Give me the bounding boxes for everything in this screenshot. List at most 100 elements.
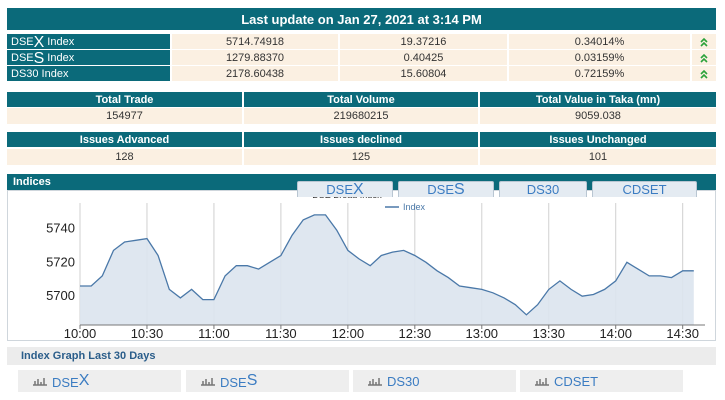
- table-value-cell: 9059.038: [480, 108, 716, 124]
- y-tick-label: 5700: [46, 288, 75, 303]
- chart-icon: [201, 378, 215, 386]
- name-base: DSE: [427, 182, 455, 197]
- history-button-label: DS30: [387, 374, 420, 389]
- index-value: 15.60804: [400, 67, 447, 80]
- index-tab[interactable]: DS30: [499, 181, 587, 197]
- history-button-label: DSE X: [52, 372, 89, 390]
- index-value: 0.40425: [403, 51, 444, 64]
- history-button[interactable]: DSE S: [186, 370, 349, 392]
- index-value: 0.03159%: [574, 51, 625, 64]
- index-value: 2178.60438: [225, 67, 285, 80]
- x-tick-label: 11:30: [265, 326, 297, 341]
- name-suffix: Index: [47, 52, 75, 64]
- table-value: 9059.038: [575, 110, 621, 122]
- history-bar: Index Graph Last 30 Days: [7, 347, 716, 365]
- update-bar: Last update on Jan 27, 2021 at 3:14 PM: [7, 8, 716, 30]
- name-base: DSE: [11, 36, 34, 48]
- table-value: 101: [588, 151, 608, 163]
- index-value-cell: 0.03159%: [509, 50, 690, 65]
- table-header-cell: Total Value in Taka (mn): [480, 92, 716, 107]
- index-value-cell: 2178.60438: [172, 66, 338, 81]
- chart-icon: [368, 378, 382, 386]
- name-base: DSE: [52, 375, 79, 390]
- history-button[interactable]: CDSET: [520, 370, 683, 392]
- table-header-cell: Total Trade: [7, 92, 242, 107]
- index-value-cell: 0.40425: [340, 50, 507, 65]
- history-button-label: DSE S: [220, 372, 257, 390]
- table-value: 154977: [106, 110, 143, 122]
- arrow-cell: [692, 50, 716, 65]
- index-value-cell: 19.37216: [340, 34, 507, 49]
- history-button[interactable]: DS30: [353, 370, 516, 392]
- table-value: 219680215: [333, 110, 389, 122]
- table-header-cell: Issues Unchanged: [480, 132, 716, 147]
- table-header: Issues Advanced: [79, 133, 170, 146]
- x-tick-label: 14:30: [666, 326, 699, 341]
- name-letter: X: [353, 181, 364, 198]
- x-tick-label: 10:30: [131, 326, 164, 341]
- x-tick-label: 12:00: [332, 326, 365, 341]
- arrow-cell: [692, 34, 716, 49]
- index-tab[interactable]: DSE X: [297, 181, 393, 198]
- x-tick-label: 13:00: [466, 326, 499, 341]
- table-value: 128: [115, 151, 134, 163]
- y-tick-label: 5720: [46, 254, 75, 269]
- update-title: Last update on Jan 27, 2021 at 3:14 PM: [241, 11, 482, 27]
- name-base: DS30: [526, 182, 560, 197]
- legend-label: Index: [403, 202, 426, 212]
- x-tick-label: 11:00: [198, 326, 230, 341]
- index-value-cell: 1279.88370: [172, 50, 338, 65]
- table-value-cell: 219680215: [244, 108, 478, 124]
- table-header-cell: Issues declined: [244, 132, 478, 147]
- name-letter: X: [33, 34, 45, 51]
- up-arrow: [700, 69, 708, 79]
- name-letter: S: [246, 372, 258, 389]
- table-header-cell: Issues Advanced: [7, 132, 242, 147]
- name-letter: X: [78, 372, 90, 389]
- name-base: DS30: [387, 373, 420, 389]
- name-base: CDSET: [554, 373, 599, 389]
- name-base: DSE: [220, 375, 247, 390]
- index-value: 1279.88370: [225, 51, 285, 64]
- index-value-cell: 0.34014%: [509, 34, 690, 49]
- chart-icon: [33, 378, 47, 386]
- chart-icon: [535, 378, 549, 386]
- index-value-cell: 5714.74918: [172, 34, 338, 49]
- history-button[interactable]: DSE X: [18, 370, 181, 392]
- name-base: DSE: [11, 52, 34, 64]
- indices-title: Indices: [13, 176, 51, 188]
- index-value: 19.37216: [400, 35, 447, 48]
- x-tick-label: 10:00: [64, 326, 97, 341]
- name-letter: S: [33, 50, 45, 67]
- index-name-cell: DSE X Index: [7, 34, 170, 51]
- area-fill: [80, 214, 694, 325]
- index-tab[interactable]: CDSET: [592, 181, 697, 197]
- table-header: Total Trade: [95, 93, 154, 106]
- arrow-cell: [692, 66, 716, 81]
- index-tab[interactable]: DSE S: [398, 181, 494, 198]
- table-value: 125: [351, 151, 371, 163]
- area-line: [80, 214, 694, 316]
- up-arrow: [700, 37, 708, 47]
- table-value-cell: 128: [7, 149, 242, 165]
- name-suffix: Index: [47, 36, 75, 48]
- index-value: 0.72159%: [574, 67, 625, 80]
- table-header: Total Volume: [327, 93, 395, 106]
- index-value: 5714.74918: [225, 35, 285, 48]
- name-base: DSE: [326, 182, 354, 197]
- index-value: 0.34014%: [574, 35, 625, 48]
- table-header-cell: Total Volume: [244, 92, 478, 107]
- x-tick-label: 13:30: [532, 326, 565, 341]
- name-letter: S: [454, 181, 465, 198]
- index-value-cell: 0.72159%: [509, 66, 690, 81]
- chart: 10:00 10:30 11:00 11:30 12:00 12:30 13:00 13:30…: [46, 190, 705, 341]
- name-suffix: Index: [41, 68, 69, 80]
- up-arrow: [700, 53, 708, 63]
- table-value-cell: 101: [480, 149, 716, 165]
- name-base: DS30: [11, 68, 39, 80]
- index-name-cell: DSE S Index: [7, 50, 170, 67]
- table-header: Issues Unchanged: [549, 133, 647, 146]
- table-header: Issues declined: [320, 133, 402, 146]
- index-value-cell: 15.60804: [340, 66, 507, 81]
- index-name-cell: DS30 Index: [7, 66, 170, 81]
